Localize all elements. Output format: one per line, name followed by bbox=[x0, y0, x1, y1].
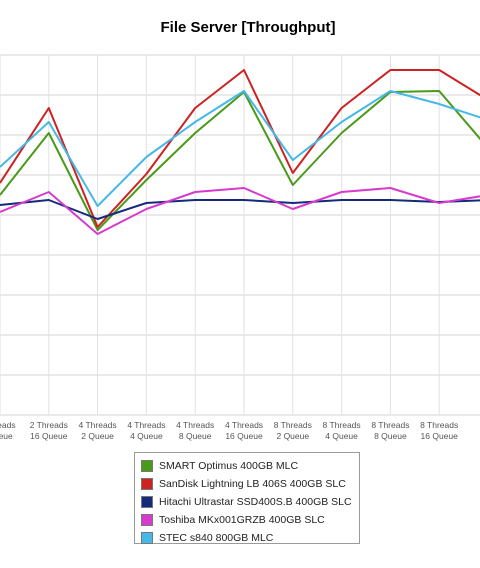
legend-item: Toshiba MKx001GRZB 400GB SLC bbox=[141, 513, 325, 527]
series-line-2 bbox=[0, 199, 480, 220]
x-tick-label: Queue bbox=[0, 431, 13, 441]
series-line-4 bbox=[0, 90, 480, 207]
x-tick-label: 8 Threads bbox=[371, 420, 409, 430]
legend-item: STEC s840 800GB MLC bbox=[141, 531, 273, 545]
legend-swatch bbox=[141, 478, 153, 490]
x-tick-label: 16 Queue bbox=[421, 431, 459, 441]
legend-item: SanDisk Lightning LB 406S 400GB SLC bbox=[141, 477, 346, 491]
x-tick-label: 4 Queue bbox=[130, 431, 163, 441]
x-tick-label: Threads bbox=[0, 420, 16, 430]
x-tick-label: 16 Queue bbox=[30, 431, 68, 441]
legend-label: SMART Optimus 400GB MLC bbox=[159, 460, 299, 472]
legend-swatch bbox=[141, 514, 153, 526]
x-tick-label: 2 Queue bbox=[276, 431, 309, 441]
legend-item: Hitachi Ultrastar SSD400S.B 400GB SLC bbox=[141, 495, 352, 509]
x-tick-label: 4 Threads bbox=[79, 420, 117, 430]
x-tick-label: 2 Threads bbox=[30, 420, 68, 430]
legend-label: STEC s840 800GB MLC bbox=[159, 532, 274, 544]
legend-swatch bbox=[141, 496, 153, 508]
legend-item: SMART Optimus 400GB MLC bbox=[141, 459, 298, 473]
x-tick-label: 8 Threads bbox=[274, 420, 312, 430]
series-lines bbox=[0, 69, 480, 235]
chart-title: File Server [Throughput] bbox=[160, 19, 336, 36]
legend-label: Toshiba MKx001GRZB 400GB SLC bbox=[159, 514, 325, 526]
x-tick-label: 4 Threads bbox=[225, 420, 263, 430]
x-tick-label: 4 Threads bbox=[176, 420, 214, 430]
x-tick-label: 8 Queue bbox=[179, 431, 212, 441]
x-tick-label: 8 Threads bbox=[323, 420, 361, 430]
x-tick-label: 8 Queue bbox=[374, 431, 407, 441]
x-tick-label: 4 Queue bbox=[325, 431, 358, 441]
x-tick-label: 2 Queue bbox=[81, 431, 114, 441]
legend-label: SanDisk Lightning LB 406S 400GB SLC bbox=[159, 478, 346, 490]
grid bbox=[0, 54, 480, 416]
series-line-1 bbox=[0, 69, 480, 228]
legend-label: Hitachi Ultrastar SSD400S.B 400GB SLC bbox=[159, 496, 352, 508]
legend: SMART Optimus 400GB MLC SanDisk Lightning… bbox=[134, 452, 360, 544]
legend-swatch bbox=[141, 460, 153, 472]
x-tick-label: 4 Threads bbox=[127, 420, 165, 430]
x-tick-label: 16 Queue bbox=[225, 431, 263, 441]
legend-swatch bbox=[141, 532, 153, 544]
series-line-3 bbox=[0, 187, 480, 235]
x-tick-label: 8 Threads bbox=[420, 420, 458, 430]
